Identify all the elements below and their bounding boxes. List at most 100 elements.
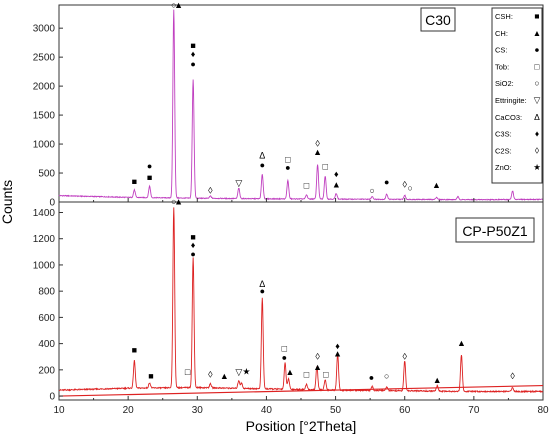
top-y-axis: 0 500 1000 1500 2000 2500 3000	[33, 24, 63, 209]
legend: CSH: ■ CH: ▲ CS: ● Tob: □ SiO2: ○ Ettringite: ▽ CaCO…	[491, 7, 543, 184]
phase-marker: □	[185, 367, 191, 377]
y-tick-label: 1000	[33, 260, 56, 271]
x-tick-label: 30	[192, 405, 204, 416]
phase-marker: ◊	[402, 351, 407, 361]
phase-marker: ■	[190, 232, 195, 242]
legend-entry-symbol: ■	[534, 11, 539, 21]
legend-entry-label: CS:	[495, 46, 508, 55]
legend-entry-label: CH:	[495, 29, 508, 38]
phase-marker: ●	[190, 59, 195, 69]
bottom-panel-plot: ■■○▲■♦●□ ◊ ▲ ▽ ★Δ●□●▲ □◊▲□♦▲● ○◊▲▲◊	[58, 197, 544, 397]
phase-marker: ●	[282, 353, 287, 363]
phase-marker: ●	[369, 372, 374, 382]
phase-marker: ♦	[335, 341, 340, 351]
phase-marker: ▲	[313, 362, 322, 372]
y-tick-label: 800	[38, 287, 55, 298]
y-tick-label: 0	[49, 198, 55, 209]
y-tick-label: 200	[38, 365, 55, 376]
y-tick-label: 1500	[33, 111, 56, 122]
cp-p50z1-pattern-line	[58, 207, 544, 394]
legend-entry-symbol: ▲	[533, 28, 541, 38]
phase-marker: ◊	[510, 371, 515, 381]
phase-marker: □	[282, 344, 288, 354]
legend-entry-symbol: ★	[533, 162, 541, 172]
phase-marker: ♦	[191, 240, 196, 250]
phase-marker: □	[304, 370, 310, 380]
phase-marker: ▲	[332, 180, 341, 190]
phase-marker: ▲	[433, 375, 442, 385]
phase-marker: ◊	[208, 185, 213, 195]
legend-entry-label: SiO2:	[495, 79, 514, 88]
x-tick-label: 70	[468, 405, 480, 416]
phase-marker: ▲	[285, 367, 294, 377]
phase-marker: ♦	[191, 49, 196, 59]
c30-pattern-line	[58, 9, 544, 201]
x-tick-label: 40	[261, 405, 273, 416]
y-tick-label: 1400	[33, 208, 56, 219]
x-tick-label: 80	[537, 405, 549, 416]
phase-marker: Δ	[259, 279, 265, 289]
phase-marker: □	[323, 370, 329, 380]
phase-marker: ★	[242, 366, 250, 376]
top-sample-label: C30	[420, 7, 456, 32]
y-tick-label: 3000	[33, 24, 56, 35]
legend-entry-label: C2S:	[495, 146, 512, 155]
phase-marker: ■	[190, 41, 195, 51]
phase-marker: ▲	[313, 147, 322, 157]
legend-entry-symbol: Δ	[534, 112, 540, 122]
phase-marker: ▲	[432, 180, 441, 190]
x-tick-label: 60	[399, 405, 411, 416]
phase-marker: ○	[369, 185, 374, 195]
y-tick-label: 2500	[33, 53, 56, 64]
phase-marker: ○	[171, 197, 176, 207]
y-tick-label: 0	[49, 392, 55, 403]
phase-marker: ■	[132, 345, 137, 355]
y-tick-label: 1000	[33, 140, 56, 151]
legend-entry-label: Tob:	[495, 62, 509, 71]
phase-marker: ◊	[315, 138, 320, 148]
y-tick-label: 1200	[33, 234, 56, 245]
legend-entry-symbol: ♦	[535, 129, 540, 139]
phase-marker: ▽	[235, 178, 242, 188]
legend-entry-symbol: ●	[534, 45, 539, 55]
x-tick-label: 50	[330, 405, 342, 416]
phase-marker: ▲	[457, 338, 466, 348]
legend-entry-label: CSH:	[495, 12, 513, 21]
phase-marker: ▲	[174, 0, 183, 10]
phase-marker: ○	[384, 371, 389, 381]
legend-entry-symbol: ◊	[535, 145, 540, 155]
top-sample-label-text: C30	[425, 12, 451, 28]
x-tick-label: 20	[123, 405, 135, 416]
y-tick-label: 600	[38, 313, 55, 324]
phase-marker: ■	[148, 371, 153, 381]
legend-entry-symbol: ▽	[534, 95, 541, 105]
phase-marker: ●	[260, 286, 265, 296]
phase-marker: ○	[171, 0, 176, 10]
phase-marker: ●	[285, 163, 290, 173]
legend-entry-label: Ettringite:	[495, 96, 527, 105]
x-axis: 10 20 30 40 50 60 70 80	[53, 198, 549, 416]
top-panel-frame	[58, 4, 544, 203]
phase-marker: ◊	[208, 370, 213, 380]
y-tick-label: 500	[38, 169, 55, 180]
y-tick-label: 2000	[33, 82, 56, 93]
legend-entry-symbol: ○	[534, 78, 539, 88]
phase-marker: ▲	[333, 349, 342, 359]
phase-marker: ■	[132, 177, 137, 187]
phase-marker: ♦	[334, 169, 339, 179]
phase-marker: ○	[407, 183, 412, 193]
bottom-sample-label: CP-P50Z1	[455, 217, 535, 243]
phase-marker: ▽	[235, 367, 242, 377]
phase-marker: Δ	[259, 151, 265, 161]
y-axis-label: Counts	[0, 180, 15, 224]
bottom-sample-label-text: CP-P50Z1	[462, 223, 528, 239]
phase-marker: ▲	[220, 371, 229, 381]
phase-marker: □	[322, 162, 328, 172]
phase-marker: ▲	[174, 197, 183, 207]
legend-entry-label: ZnO:	[495, 163, 512, 172]
phase-marker: ●	[260, 160, 265, 170]
phase-marker: ●	[190, 249, 195, 259]
y-tick-label: 400	[38, 339, 55, 350]
phase-marker: □	[285, 155, 291, 165]
